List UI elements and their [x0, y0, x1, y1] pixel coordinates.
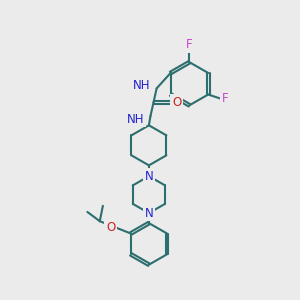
Text: N: N [145, 169, 153, 183]
Text: NH: NH [127, 113, 144, 126]
Text: F: F [222, 92, 229, 105]
Text: N: N [145, 207, 153, 220]
Text: F: F [186, 38, 193, 51]
Text: O: O [106, 221, 115, 234]
Text: NH: NH [133, 79, 151, 92]
Text: O: O [172, 96, 182, 109]
